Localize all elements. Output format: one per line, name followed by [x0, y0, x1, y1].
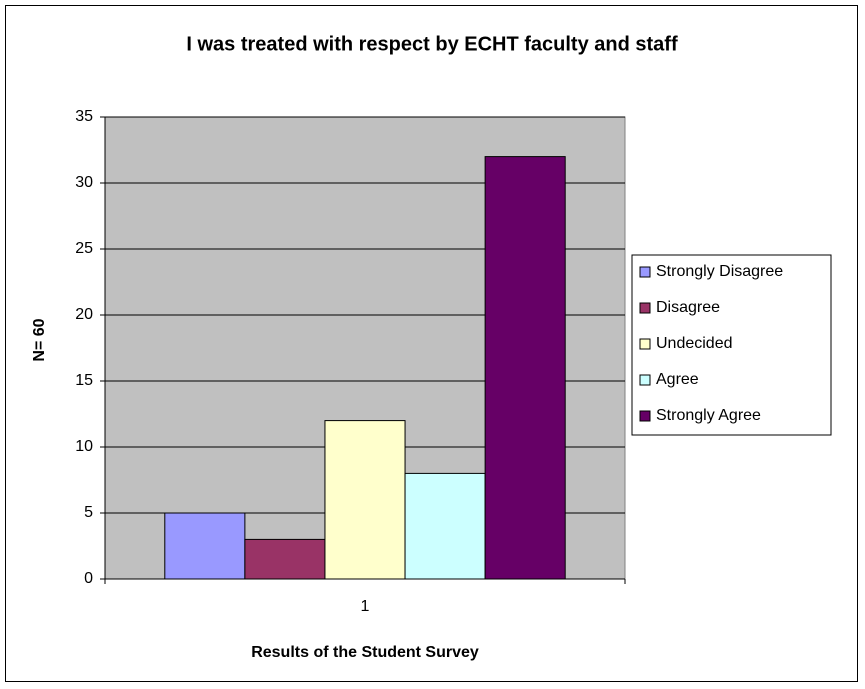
legend-swatch [639, 266, 651, 278]
legend-swatch [639, 302, 651, 314]
y-tick-label: 30 [75, 174, 93, 191]
bar [484, 156, 566, 580]
y-tick-label: 20 [75, 306, 93, 323]
legend-label: Strongly Disagree [656, 263, 783, 280]
y-tick-label: 10 [75, 438, 93, 455]
legend-label: Disagree [656, 299, 720, 316]
legend-swatch [639, 374, 651, 386]
chart-title: I was treated with respect by ECHT facul… [186, 33, 678, 55]
legend-label: Undecided [656, 335, 733, 352]
bar [164, 512, 246, 580]
legend-swatch [639, 338, 651, 350]
legend-swatch [639, 410, 651, 422]
x-axis-title: Results of the Student Survey [251, 644, 479, 661]
y-tick-label: 35 [75, 108, 93, 125]
legend-box [631, 254, 832, 436]
bar [244, 538, 326, 580]
y-tick-label: 25 [75, 240, 93, 257]
y-tick-label: 0 [84, 570, 93, 587]
y-tick-label: 15 [75, 372, 93, 389]
legend-label: Strongly Agree [656, 407, 761, 424]
y-axis-title: N= 60 [31, 318, 48, 361]
bar [324, 420, 406, 580]
y-tick-label: 5 [84, 504, 93, 521]
legend-label: Agree [656, 371, 699, 388]
x-tick-label: 1 [361, 598, 370, 615]
bar [404, 472, 486, 580]
